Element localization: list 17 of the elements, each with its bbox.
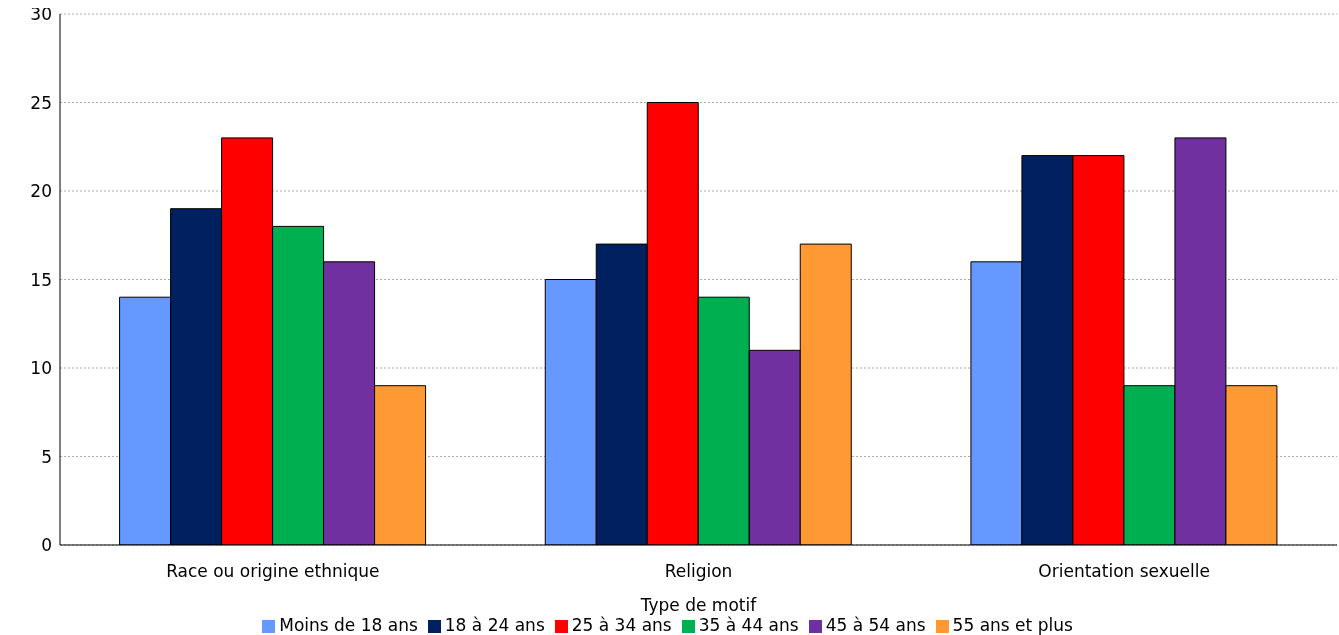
legend-label: 25 à 34 ans <box>571 615 672 635</box>
y-tick-label: 5 <box>41 446 52 467</box>
x-tick-label: Race ou origine ethnique <box>166 561 380 582</box>
legend-label: 45 à 54 ans <box>825 615 926 635</box>
y-tick-label: 25 <box>30 92 52 113</box>
legend-label: 35 à 44 ans <box>698 615 799 635</box>
y-tick-label: 15 <box>30 269 52 290</box>
legend-label: Moins de 18 ans <box>279 615 418 635</box>
legend-label: 18 à 24 ans <box>444 615 545 635</box>
x-tick-label: Religion <box>664 561 733 582</box>
y-tick-label: 10 <box>30 358 52 379</box>
y-tick-label: 20 <box>30 181 52 202</box>
x-axis-title: Type de motif <box>639 595 758 615</box>
y-tick-label: 30 <box>30 4 52 25</box>
y-tick-label: 0 <box>41 535 52 556</box>
legend-label: 55 ans et plus <box>952 615 1073 635</box>
x-tick-label: Orientation sexuelle <box>1038 561 1210 582</box>
